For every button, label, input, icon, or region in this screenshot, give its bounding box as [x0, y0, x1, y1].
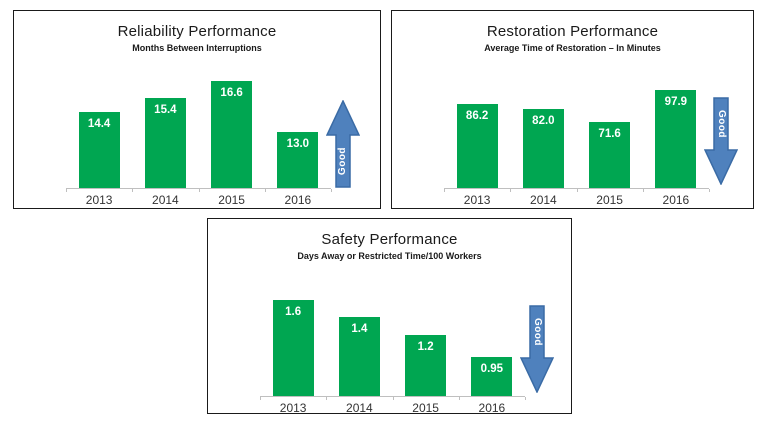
- chart-subtitle: Days Away or Restricted Time/100 Workers: [297, 251, 482, 261]
- bar-value-label: 82.0: [532, 115, 555, 127]
- bar-value-label: 0.95: [480, 363, 504, 375]
- bar-value-label: 1.4: [351, 323, 368, 335]
- bar-group: 1.6 1.4 1.2 0.95: [260, 219, 525, 396]
- chart-title: Restoration Performance: [486, 23, 659, 40]
- x-tick-label: 2014: [530, 193, 557, 207]
- bar-2013: 1.6: [272, 300, 314, 396]
- good-direction-down-arrow-icon: Good: [704, 97, 738, 185]
- bar-2014: 15.4: [144, 98, 186, 188]
- x-tick-label: 2013: [85, 193, 113, 207]
- bar-value-label: 14.4: [87, 118, 111, 130]
- bar-2016: 13.0: [277, 132, 319, 188]
- good-direction-down-arrow-icon: Good: [520, 305, 554, 393]
- x-tick-label: 2015: [218, 193, 245, 207]
- bar-value-label: 86.2: [465, 110, 489, 122]
- bar-2013: 86.2: [456, 104, 498, 188]
- panel-restoration-performance: Restoration Performance Average Time of …: [391, 10, 754, 209]
- bar-value-label: 16.6: [220, 87, 243, 99]
- x-tick-label: 2014: [152, 193, 179, 207]
- chart-title: Safety Performance: [321, 231, 458, 248]
- x-axis-labels: 2013 2014 2015 2016: [260, 401, 525, 415]
- bar-2013: 14.4: [78, 112, 120, 188]
- x-axis-labels: 2013 2014 2015 2016: [444, 193, 709, 207]
- x-tick-label: 2016: [662, 193, 690, 207]
- bar-value-label: 13.0: [286, 138, 310, 150]
- x-tick-label: 2013: [279, 401, 307, 415]
- bar-group: 86.2 82.0 71.6 97.9: [444, 11, 709, 188]
- x-tick-label: 2013: [463, 193, 491, 207]
- bar-group: 14.4 15.4 16.6 13.0: [66, 11, 331, 188]
- good-arrow-label: Good: [337, 146, 348, 176]
- panel-reliability-performance: Reliability Performance Months Between I…: [13, 10, 381, 209]
- chart-subtitle: Average Time of Restoration – In Minutes: [484, 43, 661, 53]
- bar-value-label: 1.2: [417, 341, 434, 353]
- bar-2016: 0.95: [471, 357, 513, 396]
- panel-safety-performance: Safety Performance Days Away or Restrict…: [207, 218, 572, 415]
- good-direction-up-arrow-icon: Good: [326, 100, 360, 188]
- x-axis: [260, 396, 526, 400]
- bar-2016: 97.9: [655, 90, 697, 188]
- bar-value-label: 1.6: [285, 306, 302, 318]
- x-axis: [444, 188, 710, 192]
- bar-2015: 71.6: [589, 122, 631, 188]
- bar-2014: 82.0: [522, 109, 564, 188]
- bar-2014: 1.4: [338, 317, 380, 396]
- x-tick-label: 2014: [346, 401, 373, 415]
- bar-value-label: 15.4: [154, 104, 177, 116]
- x-axis-labels: 2013 2014 2015 2016: [66, 193, 331, 207]
- good-arrow-label: Good: [716, 109, 727, 139]
- bar-value-label: 71.6: [598, 128, 621, 140]
- x-tick-label: 2015: [596, 193, 623, 207]
- chart-subtitle: Months Between Interruptions: [132, 43, 262, 53]
- x-axis: [66, 188, 332, 192]
- bar-2015: 16.6: [211, 81, 253, 188]
- bar-value-label: 97.9: [664, 96, 688, 108]
- x-tick-label: 2015: [412, 401, 439, 415]
- bar-2015: 1.2: [405, 335, 447, 396]
- good-arrow-label: Good: [532, 317, 543, 347]
- x-tick-label: 2016: [478, 401, 506, 415]
- chart-title: Reliability Performance: [117, 23, 277, 40]
- x-tick-label: 2016: [284, 193, 312, 207]
